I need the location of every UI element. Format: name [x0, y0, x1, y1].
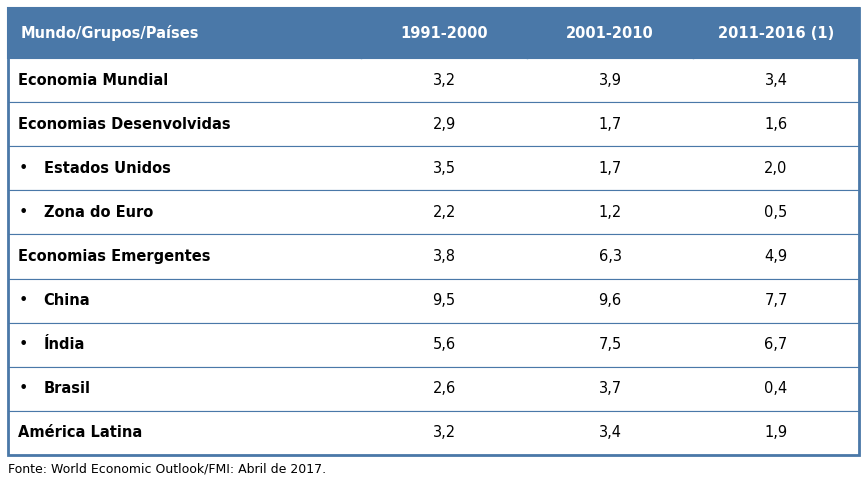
Text: 2,9: 2,9: [433, 117, 456, 132]
Text: 9,5: 9,5: [433, 293, 456, 308]
Text: Fonte: World Economic Outlook/FMI: Abril de 2017.: Fonte: World Economic Outlook/FMI: Abril…: [8, 463, 326, 476]
Text: Zona do Euro: Zona do Euro: [43, 205, 153, 220]
Text: 2,0: 2,0: [765, 161, 788, 176]
Text: Estados Unidos: Estados Unidos: [43, 161, 171, 176]
Text: 7,5: 7,5: [598, 337, 622, 352]
Text: 1,7: 1,7: [598, 117, 622, 132]
Text: •: •: [19, 381, 29, 396]
Text: 2001-2010: 2001-2010: [566, 26, 654, 40]
Text: 1991-2000: 1991-2000: [401, 26, 488, 40]
Bar: [8, 279, 859, 322]
Bar: [8, 8, 859, 58]
Text: 3,4: 3,4: [598, 425, 622, 440]
Bar: [8, 58, 859, 102]
Text: China: China: [43, 293, 90, 308]
Text: 2,6: 2,6: [433, 381, 456, 396]
Text: 4,9: 4,9: [765, 249, 787, 264]
Text: 1,9: 1,9: [765, 425, 787, 440]
Text: 1,6: 1,6: [765, 117, 787, 132]
Text: •: •: [19, 337, 29, 352]
Text: •: •: [19, 205, 29, 220]
Text: Economias Desenvolvidas: Economias Desenvolvidas: [18, 117, 231, 132]
Text: 0,4: 0,4: [765, 381, 787, 396]
Text: 6,3: 6,3: [598, 249, 622, 264]
Text: 3,7: 3,7: [598, 381, 622, 396]
Text: 9,6: 9,6: [598, 293, 622, 308]
Text: 3,2: 3,2: [433, 425, 456, 440]
Bar: [8, 322, 859, 367]
Text: •: •: [19, 293, 29, 308]
Text: 3,5: 3,5: [433, 161, 456, 176]
Text: 3,4: 3,4: [765, 72, 787, 88]
Bar: [8, 235, 859, 279]
Text: 5,6: 5,6: [433, 337, 456, 352]
Bar: [8, 102, 859, 146]
Text: Brasil: Brasil: [43, 381, 91, 396]
Text: Mundo/Grupos/Países: Mundo/Grupos/Países: [21, 25, 199, 41]
Text: Economias Emergentes: Economias Emergentes: [18, 249, 211, 264]
Bar: [8, 190, 859, 235]
Bar: [8, 367, 859, 411]
Text: Economia Mundial: Economia Mundial: [18, 72, 168, 88]
Bar: [8, 146, 859, 190]
Text: 3,2: 3,2: [433, 72, 456, 88]
Text: 1,2: 1,2: [598, 205, 622, 220]
Text: 7,7: 7,7: [765, 293, 788, 308]
Text: América Latina: América Latina: [18, 425, 142, 440]
Text: Índia: Índia: [43, 337, 85, 352]
Text: 2,2: 2,2: [433, 205, 456, 220]
Text: 1,7: 1,7: [598, 161, 622, 176]
Text: 3,8: 3,8: [433, 249, 456, 264]
Bar: [8, 411, 859, 455]
Text: •: •: [19, 161, 29, 176]
Text: 2011-2016 (1): 2011-2016 (1): [718, 26, 834, 40]
Text: 6,7: 6,7: [765, 337, 787, 352]
Text: 0,5: 0,5: [765, 205, 787, 220]
Text: 3,9: 3,9: [598, 72, 622, 88]
